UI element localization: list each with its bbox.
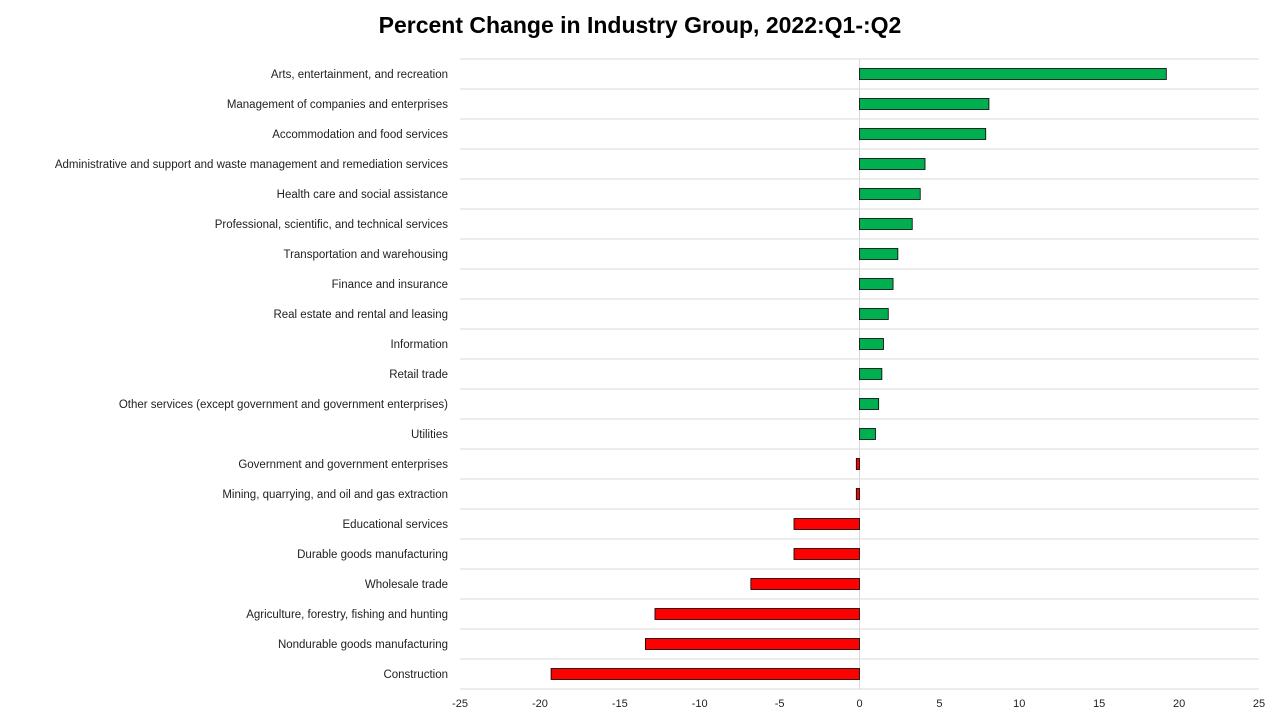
category-label: Arts, entertainment, and recreation — [271, 69, 448, 81]
x-tick-label: 10 — [1013, 698, 1025, 710]
bar — [859, 308, 889, 320]
bar — [859, 98, 990, 110]
bar — [855, 488, 860, 500]
category-label: Wholesale trade — [365, 579, 448, 591]
category-label: Real estate and rental and leasing — [273, 309, 448, 321]
bar — [859, 158, 926, 170]
category-label: Professional, scientific, and technical … — [215, 219, 449, 231]
category-label: Administrative and support and waste man… — [55, 159, 448, 171]
bar — [644, 638, 860, 650]
category-label: Utilities — [411, 429, 448, 441]
category-label: Government and government enterprises — [238, 459, 448, 471]
x-tick-label: -10 — [692, 698, 708, 710]
category-label: Information — [390, 339, 448, 351]
x-tick-label: -25 — [452, 698, 468, 710]
x-tick-label: -15 — [612, 698, 628, 710]
bar — [859, 428, 876, 440]
category-label: Health care and social assistance — [277, 189, 448, 201]
bar — [855, 458, 860, 470]
bar — [859, 128, 987, 140]
category-label: Mining, quarrying, and oil and gas extra… — [222, 489, 448, 501]
category-label: Accommodation and food services — [272, 129, 448, 141]
bar — [859, 68, 1167, 80]
x-tick-label: -20 — [532, 698, 548, 710]
bar — [859, 368, 883, 380]
category-label: Other services (except government and go… — [119, 399, 448, 411]
category-label: Nondurable goods manufacturing — [278, 639, 448, 651]
category-label: Durable goods manufacturing — [297, 549, 448, 561]
bar — [859, 278, 894, 290]
bar — [859, 398, 880, 410]
bar — [750, 578, 860, 590]
category-label: Agriculture, forestry, fishing and hunti… — [246, 609, 448, 621]
x-tick-label: -5 — [775, 698, 785, 710]
x-tick-label: 25 — [1253, 698, 1265, 710]
bar — [859, 248, 899, 260]
x-tick-label: 0 — [856, 698, 862, 710]
chart-title: Percent Change in Industry Group, 2022:Q… — [378, 12, 902, 38]
bar — [859, 188, 921, 200]
x-tick-label: 20 — [1173, 698, 1185, 710]
category-label: Educational services — [343, 519, 449, 531]
category-label: Transportation and warehousing — [283, 249, 448, 261]
category-label: Retail trade — [389, 369, 448, 381]
category-label: Construction — [383, 669, 448, 681]
bar — [793, 548, 860, 560]
category-label: Management of companies and enterprises — [227, 99, 448, 111]
bar — [793, 518, 860, 530]
bar — [654, 608, 860, 620]
x-tick-label: 5 — [936, 698, 942, 710]
category-label: Finance and insurance — [332, 279, 448, 291]
bar — [859, 338, 884, 350]
bar — [550, 668, 860, 680]
x-tick-label: 15 — [1093, 698, 1105, 710]
bar — [859, 218, 913, 230]
